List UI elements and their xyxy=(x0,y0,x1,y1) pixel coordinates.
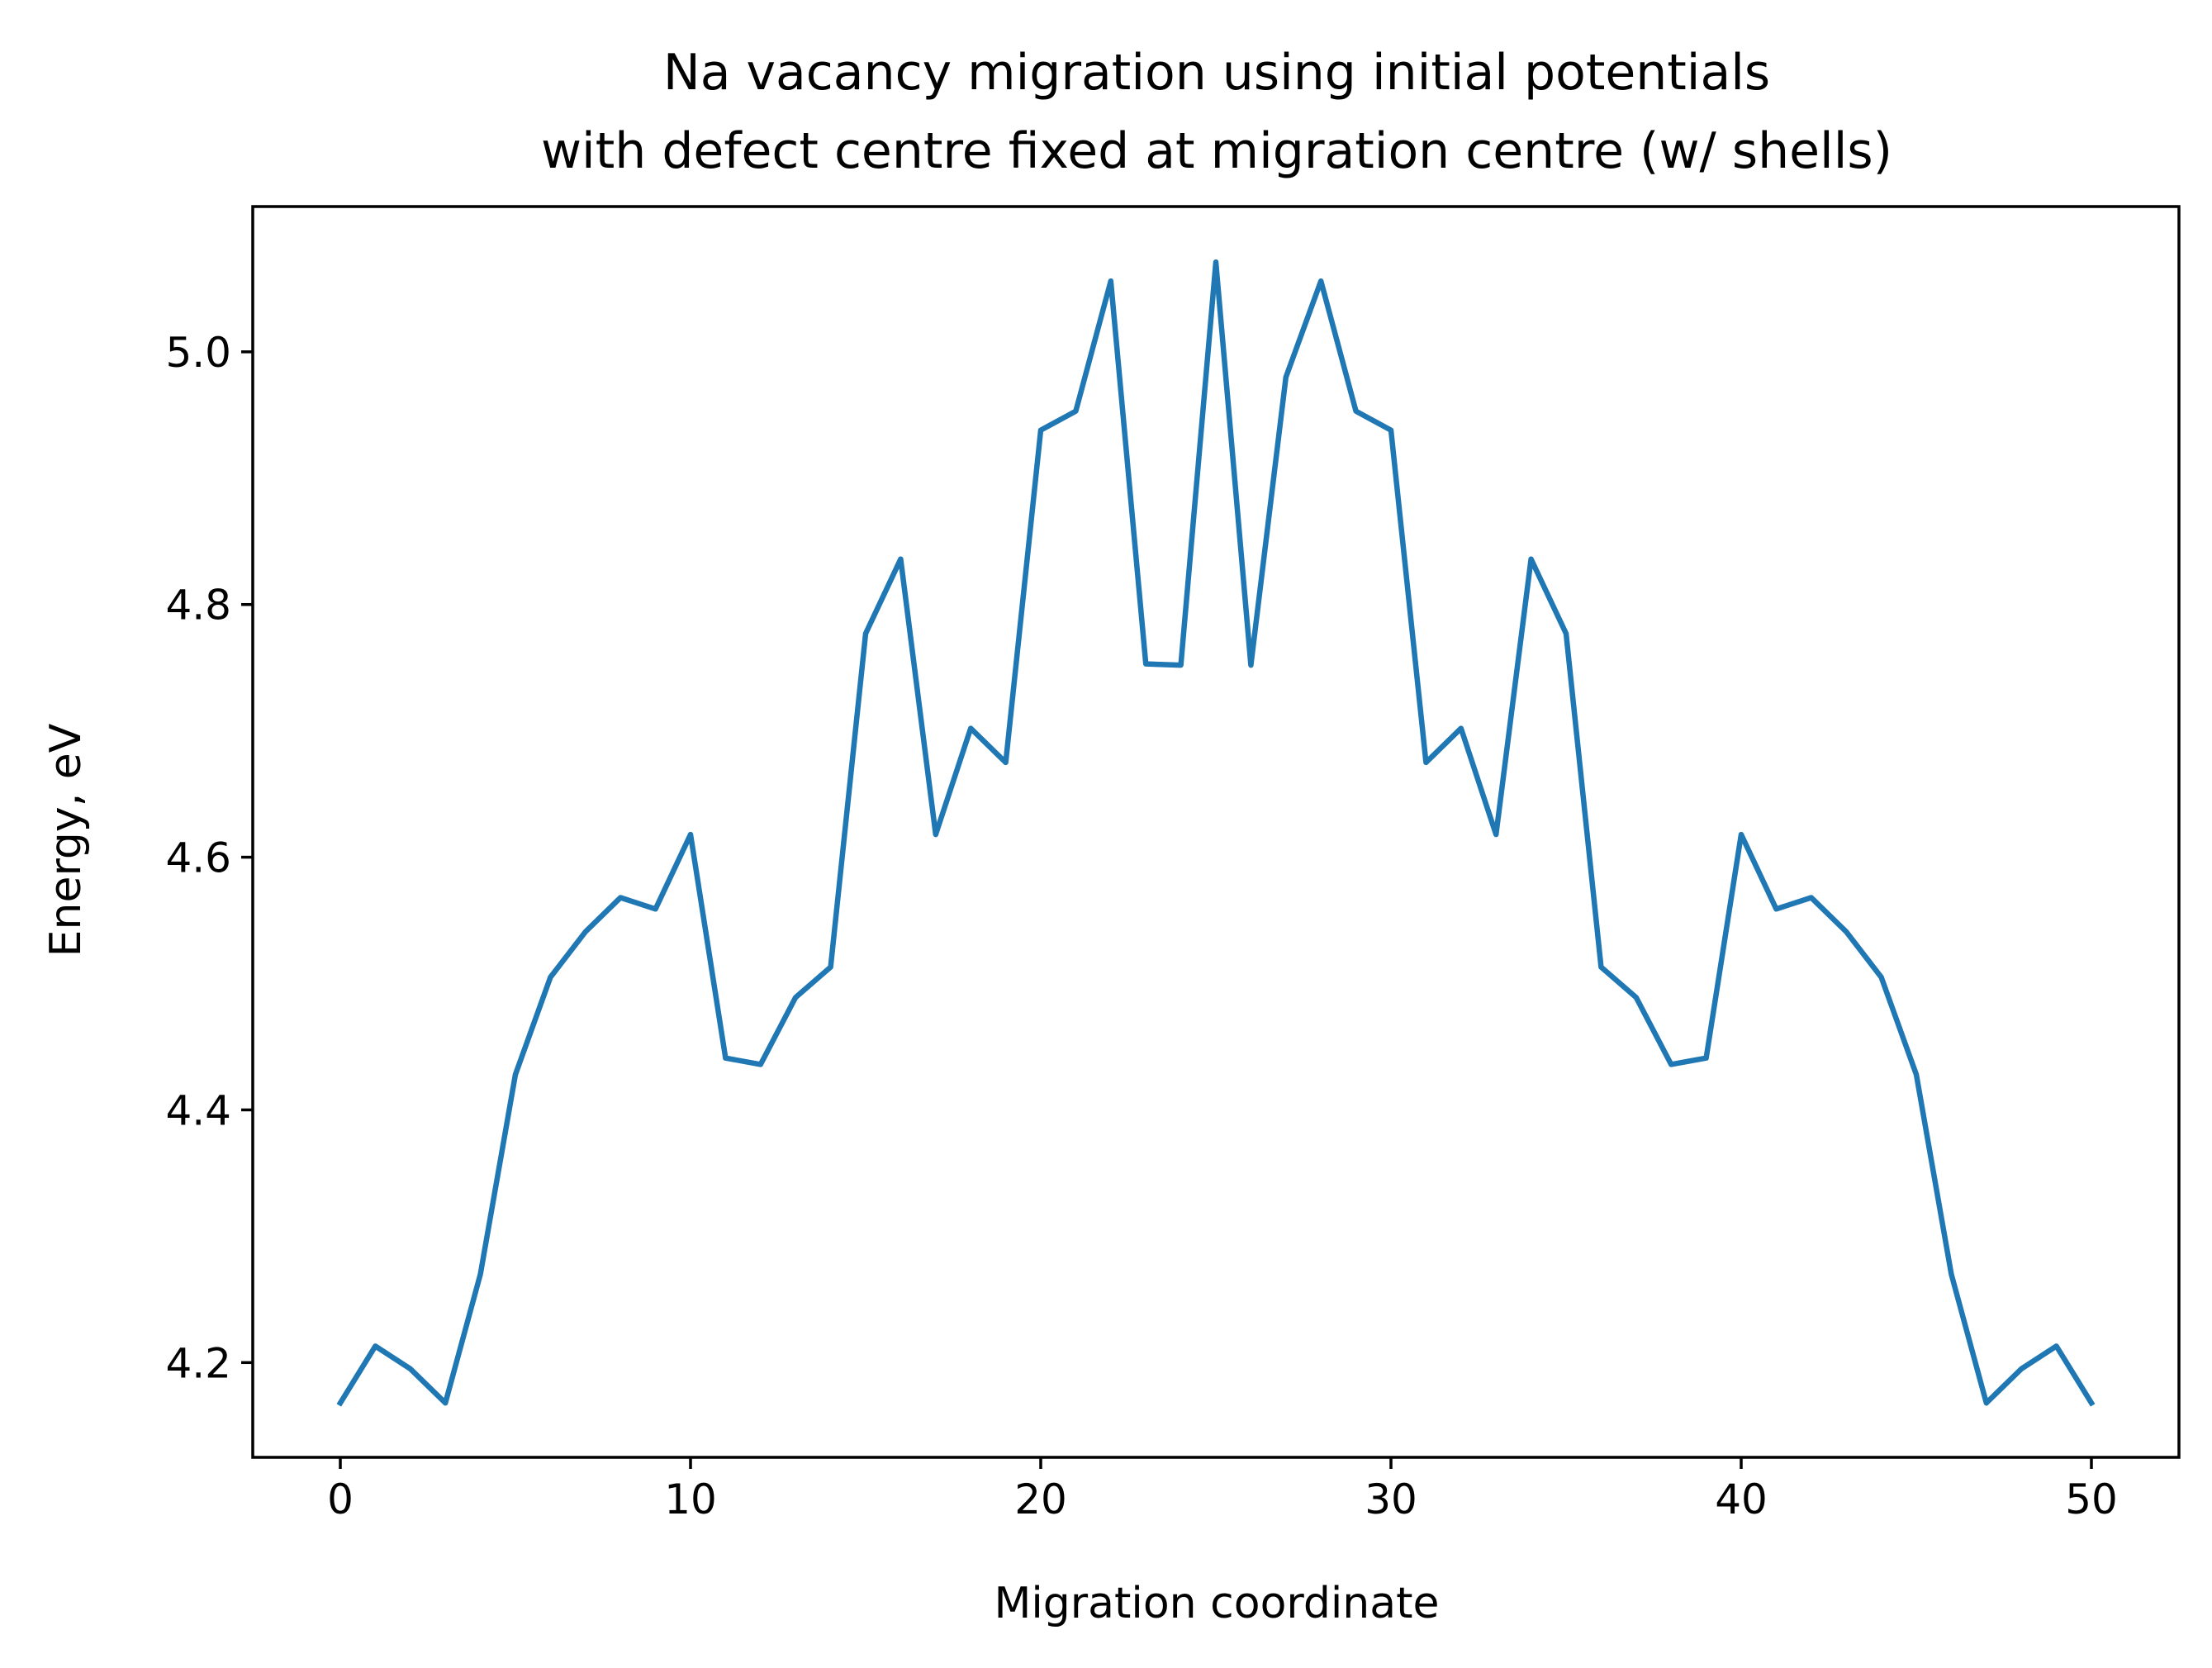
chart-title-line-2: with defect centre fixed at migration ce… xyxy=(541,122,1892,180)
series-line-0 xyxy=(336,259,2096,1407)
y-tick-label: 4.6 xyxy=(165,834,231,882)
x-tick-label: 0 xyxy=(327,1476,354,1523)
plot-area xyxy=(251,205,2181,1459)
y-tick-label: 4.8 xyxy=(165,582,231,630)
axes-frame xyxy=(251,205,2181,1459)
y-axis-label: Energy, eV xyxy=(41,723,91,957)
x-tick-label: 30 xyxy=(1365,1476,1417,1523)
y-tick-label: 4.2 xyxy=(165,1339,231,1387)
y-tick-label: 5.0 xyxy=(165,329,231,377)
x-tick-label: 50 xyxy=(2065,1476,2118,1523)
y-tick-label: 4.4 xyxy=(165,1086,231,1134)
x-tick-label: 20 xyxy=(1014,1476,1067,1523)
x-axis-label: Migration coordinate xyxy=(994,1579,1439,1628)
x-tick-label: 40 xyxy=(1715,1476,1768,1523)
x-tick-label: 10 xyxy=(664,1476,717,1523)
chart-title: Na vacancy migration using initial poten… xyxy=(541,44,1892,180)
chart-title-line-1: Na vacancy migration using initial poten… xyxy=(663,44,1770,102)
axis-ticks: 0 10 20 30 40 50 4.2 4.4 4.6 4.8 5.0 xyxy=(165,329,2117,1523)
